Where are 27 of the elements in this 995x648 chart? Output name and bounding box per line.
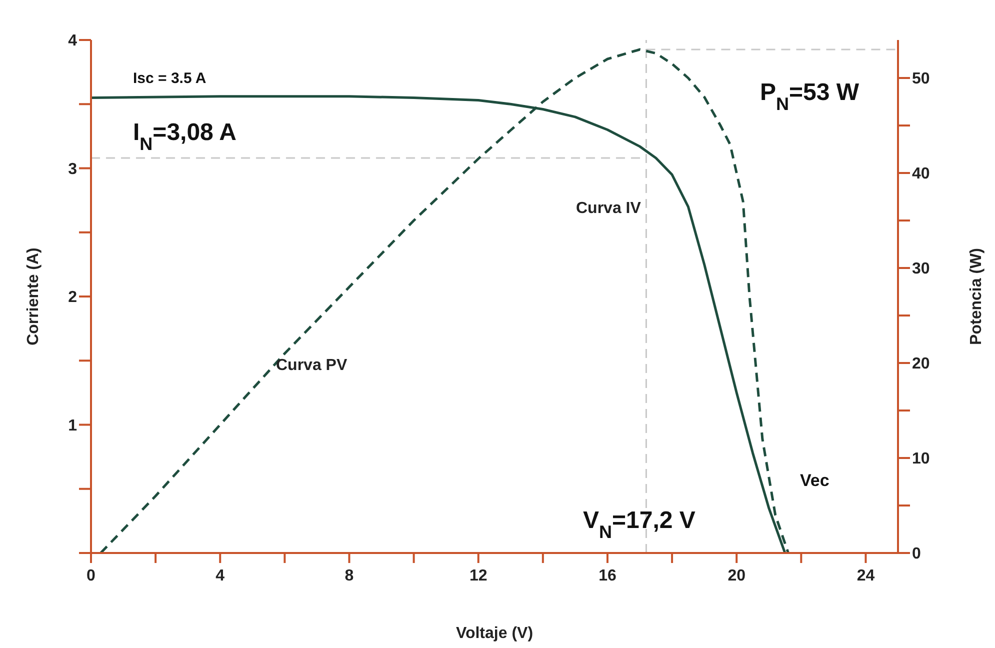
y2-tick-label: 0 bbox=[912, 546, 921, 563]
x-tick-label: 8 bbox=[344, 567, 354, 584]
series-label: Curva PV bbox=[276, 357, 348, 374]
y2-tick-label: 10 bbox=[912, 450, 930, 468]
y-tick-label: 2 bbox=[68, 289, 78, 306]
x-tick-label: 20 bbox=[728, 567, 746, 584]
x-axis-title: Voltaje (V) bbox=[456, 625, 534, 642]
y2-tick-label: 20 bbox=[912, 356, 930, 373]
text: Curva IV bbox=[576, 200, 642, 217]
annotation: I$_{N}$=3,08 A bbox=[133, 119, 237, 154]
annotation: V$_{N}$=17,2 V bbox=[583, 507, 696, 542]
x-tick-label: 0 bbox=[86, 567, 96, 584]
y-axis-title: Corriente (A) bbox=[25, 248, 42, 346]
y2-tick-label: 40 bbox=[912, 166, 930, 183]
annotation: Isc = 3.5 A bbox=[133, 70, 206, 87]
y2-tick-label: 30 bbox=[912, 260, 930, 278]
y2-tick-label: 50 bbox=[912, 70, 930, 88]
x-tick-label: 4 bbox=[216, 567, 225, 584]
y-tick-label: 4 bbox=[68, 32, 78, 50]
y-tick-label: 1 bbox=[68, 417, 78, 434]
x-tick-label: 12 bbox=[469, 567, 488, 584]
annotation: P$_{N}$=53 W bbox=[760, 79, 860, 114]
y2-axis-title: Potencia (W) bbox=[968, 248, 985, 345]
x-tick-label: 24 bbox=[856, 567, 875, 584]
annotation: Vec bbox=[800, 471, 830, 490]
y-tick-label: 3 bbox=[68, 160, 78, 178]
x-tick-label: 16 bbox=[598, 567, 616, 584]
